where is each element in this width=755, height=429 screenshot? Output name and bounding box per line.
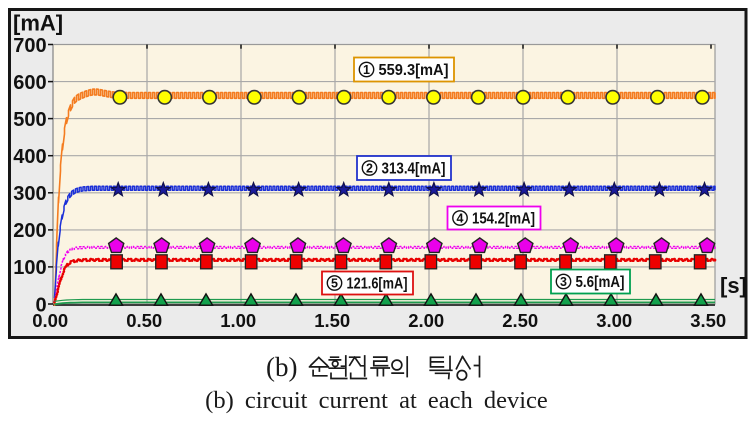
- svg-text:100: 100: [13, 257, 46, 279]
- svg-text:[mA]: [mA]: [13, 11, 63, 36]
- svg-text:600: 600: [13, 72, 46, 94]
- svg-text:5.6[mA]: 5.6[mA]: [576, 274, 625, 291]
- svg-text:1.00: 1.00: [220, 310, 256, 331]
- svg-text:700: 700: [13, 35, 46, 57]
- svg-text:1: 1: [363, 63, 370, 77]
- svg-text:300: 300: [13, 183, 46, 205]
- svg-text:(b): (b): [266, 352, 297, 382]
- svg-text:2.00: 2.00: [408, 310, 444, 331]
- svg-text:1.50: 1.50: [314, 310, 350, 331]
- svg-text:313.4[mA]: 313.4[mA]: [382, 161, 446, 178]
- svg-text:3.50: 3.50: [690, 310, 726, 331]
- svg-text:[s]: [s]: [720, 273, 747, 298]
- svg-text:3: 3: [560, 275, 567, 289]
- svg-text:4: 4: [457, 211, 464, 225]
- svg-text:200: 200: [13, 220, 46, 242]
- svg-text:(b) circuit current at each de: (b) circuit current at each device: [205, 387, 548, 414]
- svg-text:121.6[mA]: 121.6[mA]: [347, 276, 408, 293]
- svg-text:0: 0: [35, 294, 46, 316]
- svg-text:400: 400: [13, 146, 46, 168]
- svg-text:2.50: 2.50: [502, 310, 538, 331]
- svg-text:559.3[mA]: 559.3[mA]: [379, 62, 449, 79]
- svg-text:154.2[mA]: 154.2[mA]: [472, 211, 535, 228]
- svg-text:5: 5: [331, 276, 338, 290]
- svg-text:0.50: 0.50: [126, 310, 162, 331]
- svg-text:3.00: 3.00: [596, 310, 632, 331]
- svg-text:500: 500: [13, 109, 46, 131]
- svg-text:2: 2: [366, 161, 373, 175]
- svg-text:0.00: 0.00: [32, 310, 68, 331]
